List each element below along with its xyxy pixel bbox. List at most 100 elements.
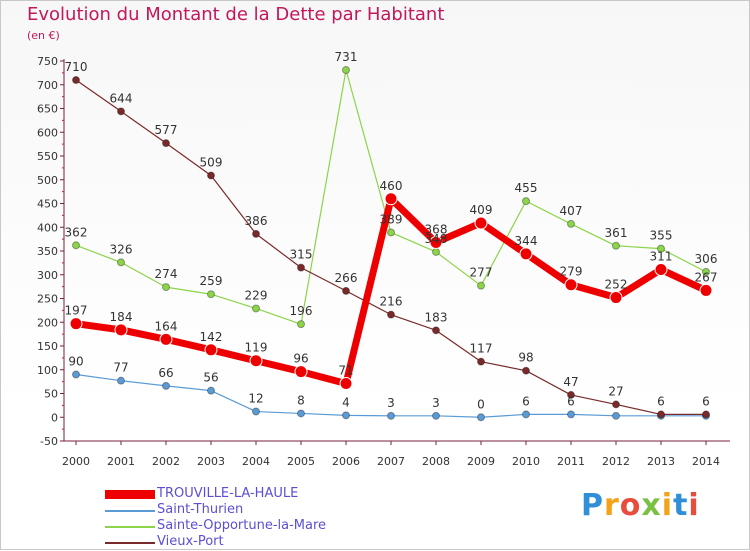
y-tick-label: 200 (37, 316, 58, 329)
data-label: 344 (515, 234, 538, 248)
x-tick-label: 2000 (62, 455, 90, 468)
data-point (432, 411, 440, 420)
logo-letter: t (673, 488, 689, 523)
y-tick-label: -50 (40, 435, 58, 448)
legend-label: Vieux-Port (157, 534, 224, 549)
data-label: 197 (65, 304, 88, 318)
data-label: 3 (432, 396, 440, 410)
y-tick-label: 350 (37, 245, 58, 258)
data-point (207, 386, 215, 395)
x-tick-label: 2004 (242, 455, 270, 468)
logo-letter: P (581, 488, 604, 523)
data-label: 577 (155, 123, 178, 137)
data-point (117, 107, 125, 116)
data-label: 216 (380, 295, 403, 309)
data-point (612, 411, 620, 420)
x-tick-label: 2009 (467, 455, 495, 468)
data-point (384, 192, 398, 206)
logo-letter: r (604, 488, 620, 523)
legend-label: Saint-Thurien (157, 502, 244, 517)
data-point (609, 291, 623, 305)
data-label: 6 (522, 394, 530, 408)
data-point (297, 409, 305, 418)
data-label: 3 (387, 396, 395, 410)
data-label: 229 (245, 288, 268, 302)
data-label: 164 (155, 319, 178, 333)
data-point (297, 320, 305, 329)
data-point (702, 267, 710, 276)
data-point (69, 317, 83, 331)
data-point (204, 343, 218, 357)
data-point (432, 247, 440, 256)
data-label: 6 (567, 394, 575, 408)
legend-swatch (105, 542, 155, 544)
y-tick-label: 550 (37, 150, 58, 163)
x-tick-label: 2013 (647, 455, 675, 468)
data-label: 6 (702, 394, 710, 408)
x-tick-label: 2011 (557, 455, 585, 468)
data-point (159, 332, 173, 346)
data-label: 315 (290, 248, 313, 262)
data-point (567, 390, 575, 399)
data-point (252, 407, 260, 416)
data-point (657, 244, 665, 253)
data-point (612, 241, 620, 250)
data-point (162, 139, 170, 148)
y-tick-label: 650 (37, 103, 58, 116)
legend-swatch (105, 510, 155, 512)
x-tick-label: 2006 (332, 455, 360, 468)
data-label: 6 (657, 394, 665, 408)
data-label: 119 (245, 341, 268, 355)
x-tick-label: 2007 (377, 455, 405, 468)
data-label: 117 (470, 342, 493, 356)
data-point (297, 263, 305, 272)
logo-letter: o (619, 488, 642, 523)
data-label: 409 (470, 203, 493, 217)
y-tick-label: 150 (37, 340, 58, 353)
data-point (342, 286, 350, 295)
data-point (342, 66, 350, 75)
data-point (117, 376, 125, 385)
x-tick-label: 2001 (107, 455, 135, 468)
logo-letter: i (661, 488, 674, 523)
data-label: 267 (695, 270, 718, 284)
data-label: 644 (110, 91, 133, 105)
x-tick-label: 2012 (602, 455, 630, 468)
x-tick-label: 2008 (422, 455, 450, 468)
data-point (207, 290, 215, 299)
y-tick-label: 700 (37, 79, 58, 92)
logo-letter: x (641, 488, 662, 523)
data-point (477, 281, 485, 290)
data-label: 277 (470, 266, 493, 280)
data-label: 306 (695, 252, 718, 266)
data-label: 259 (200, 274, 223, 288)
data-label: 27 (608, 384, 623, 398)
data-point (72, 370, 80, 379)
data-point (162, 283, 170, 292)
legend-swatch (105, 526, 155, 528)
data-point (657, 410, 665, 419)
chart-subtitle: (en €) (27, 29, 60, 42)
data-label: 77 (113, 361, 128, 375)
data-label: 326 (110, 242, 133, 256)
line-chart: -50 0 50 100 150 200 250 300 350 400 450 500 550 600 6… (37, 50, 730, 468)
legend-label: TROUVILLE-LA-HAULE (157, 486, 299, 501)
data-label: 0 (477, 397, 485, 411)
data-point (249, 354, 263, 368)
data-point (567, 219, 575, 228)
data-label: 348 (425, 232, 448, 246)
data-point (387, 411, 395, 420)
legend-swatch (105, 490, 155, 499)
y-tick-label: 400 (37, 221, 58, 234)
chart-title: Evolution du Montant de la Dette par Hab… (27, 4, 445, 25)
data-point (564, 278, 578, 292)
legend-label: Sainte-Opportune-la-Mare (157, 518, 327, 533)
data-point (699, 283, 713, 297)
data-label: 355 (650, 229, 673, 243)
data-label: 142 (200, 330, 223, 344)
y-tick-label: 50 (44, 388, 58, 401)
data-point (612, 400, 620, 409)
data-label: 90 (68, 355, 83, 369)
data-point (252, 304, 260, 313)
y-tick-label: 600 (37, 126, 58, 139)
